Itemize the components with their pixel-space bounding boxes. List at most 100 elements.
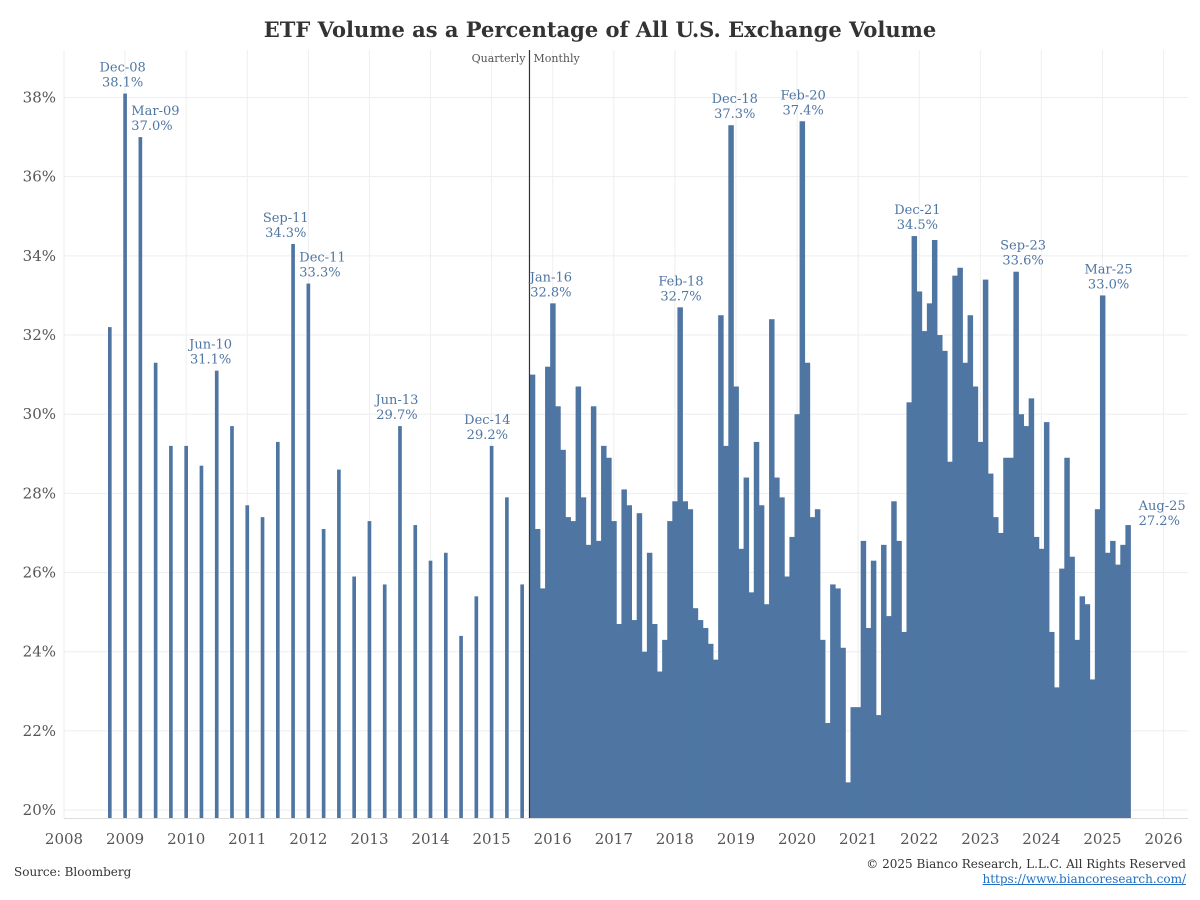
bar-monthly xyxy=(718,315,724,818)
bar-monthly xyxy=(901,631,907,818)
x-tick-label: 2016 xyxy=(534,830,572,848)
bar-quarterly xyxy=(367,521,372,818)
bar-monthly xyxy=(682,501,688,818)
bar-quarterly xyxy=(214,370,219,818)
bar-quarterly xyxy=(169,445,173,818)
annotation-value: 37.3% xyxy=(714,107,755,122)
bar-monthly xyxy=(646,552,653,818)
x-tick-label: 2015 xyxy=(473,830,511,848)
bar-monthly xyxy=(1013,271,1019,818)
bar-quarterly xyxy=(520,584,524,818)
y-tick-label: 34% xyxy=(23,247,56,265)
bar-monthly xyxy=(529,374,536,818)
bar-monthly xyxy=(1110,540,1116,818)
bar-quarterly xyxy=(505,497,509,818)
copyright-block: © 2025 Bianco Research, L.L.C. All Right… xyxy=(866,857,1186,887)
bar-quarterly xyxy=(428,560,433,818)
bar-quarterly xyxy=(107,327,112,818)
bar-monthly xyxy=(850,707,856,818)
website-link[interactable]: https://www.biancoresearch.com/ xyxy=(982,872,1186,886)
bar-monthly xyxy=(1008,457,1014,818)
bar-monthly xyxy=(916,291,923,819)
bar-monthly xyxy=(809,517,816,818)
bar-monthly xyxy=(636,513,643,818)
x-tick-label: 2019 xyxy=(717,830,755,848)
bar-monthly xyxy=(748,592,755,818)
bar-monthly xyxy=(565,517,571,818)
bar-monthly xyxy=(987,473,994,818)
bar-monthly xyxy=(595,540,602,818)
bars xyxy=(107,93,1131,819)
annotation-value: 37.4% xyxy=(782,103,823,118)
annotation-date: Sep-23 xyxy=(1000,239,1046,254)
bar-monthly xyxy=(1115,564,1121,818)
y-tick-label: 20% xyxy=(23,801,56,819)
annotation-date: Aug-25 xyxy=(1138,499,1186,514)
bar-monthly xyxy=(784,576,790,818)
bar-monthly xyxy=(1089,679,1096,818)
x-tick-label: 2024 xyxy=(1022,830,1060,848)
annotation-value: 27.2% xyxy=(1139,514,1180,529)
x-tick-label: 2008 xyxy=(45,830,83,848)
bar-monthly xyxy=(651,624,658,818)
bar-monthly xyxy=(911,236,918,818)
bar-monthly xyxy=(657,671,663,818)
bar-monthly xyxy=(758,505,765,818)
y-tick-label: 22% xyxy=(23,722,56,740)
source-note: Source: Bloomberg xyxy=(14,865,132,879)
bar-monthly xyxy=(819,639,826,818)
bar-monthly xyxy=(692,608,699,818)
bar-monthly xyxy=(616,624,622,818)
bar-monthly xyxy=(957,267,963,819)
bar-quarterly xyxy=(123,93,127,819)
bar-monthly xyxy=(779,497,785,818)
annotation-date: Feb-18 xyxy=(658,274,703,289)
bar-monthly xyxy=(743,477,750,818)
bar-monthly xyxy=(993,517,999,818)
bar-monthly xyxy=(662,639,668,818)
annotation-value: 34.3% xyxy=(265,226,306,241)
annotation-date: Jun-13 xyxy=(373,393,418,408)
bar-monthly xyxy=(580,497,587,818)
annotation-date: Feb-20 xyxy=(781,88,826,103)
x-tick-label: 2013 xyxy=(350,830,388,848)
bar-monthly xyxy=(937,335,943,818)
bar-monthly xyxy=(1054,687,1060,818)
bar-monthly xyxy=(539,588,546,818)
bar-monthly xyxy=(534,529,541,818)
x-tick-label: 2022 xyxy=(900,830,938,848)
bar-monthly xyxy=(1120,544,1126,818)
bar-monthly xyxy=(753,441,760,818)
y-tick-label: 36% xyxy=(23,168,56,186)
bar-monthly xyxy=(870,560,877,818)
annotation-value: 34.5% xyxy=(897,218,938,233)
bar-monthly xyxy=(1018,414,1024,818)
x-tick-label: 2011 xyxy=(228,830,266,848)
bar-quarterly xyxy=(443,552,448,818)
bar-monthly xyxy=(794,414,800,818)
bar-monthly xyxy=(555,406,561,818)
y-tick-label: 38% xyxy=(23,89,56,107)
x-tick-label: 2014 xyxy=(411,830,449,848)
bar-monthly xyxy=(825,722,831,818)
bar-monthly xyxy=(606,457,612,818)
bar-monthly xyxy=(570,521,577,818)
bar-monthly xyxy=(585,544,592,818)
annotation-value: 31.1% xyxy=(190,353,231,368)
annotation-date: Dec-11 xyxy=(299,251,345,266)
annotation-value: 29.7% xyxy=(376,408,417,423)
bar-monthly xyxy=(789,536,795,818)
annotation-date: Mar-25 xyxy=(1084,262,1132,277)
bar-monthly xyxy=(738,548,744,818)
bar-monthly xyxy=(952,275,958,818)
bar-monthly xyxy=(707,643,714,818)
bar-monthly xyxy=(830,584,836,818)
annotation-value: 33.0% xyxy=(1088,277,1129,292)
bar-monthly xyxy=(1105,552,1111,818)
annotation-date: Jun-10 xyxy=(187,338,232,353)
bar-monthly xyxy=(942,350,948,818)
annotation-date: Dec-18 xyxy=(712,92,758,107)
bar-quarterly xyxy=(306,283,311,818)
x-tick-label: 2026 xyxy=(1144,830,1182,848)
bar-monthly xyxy=(1028,398,1035,818)
